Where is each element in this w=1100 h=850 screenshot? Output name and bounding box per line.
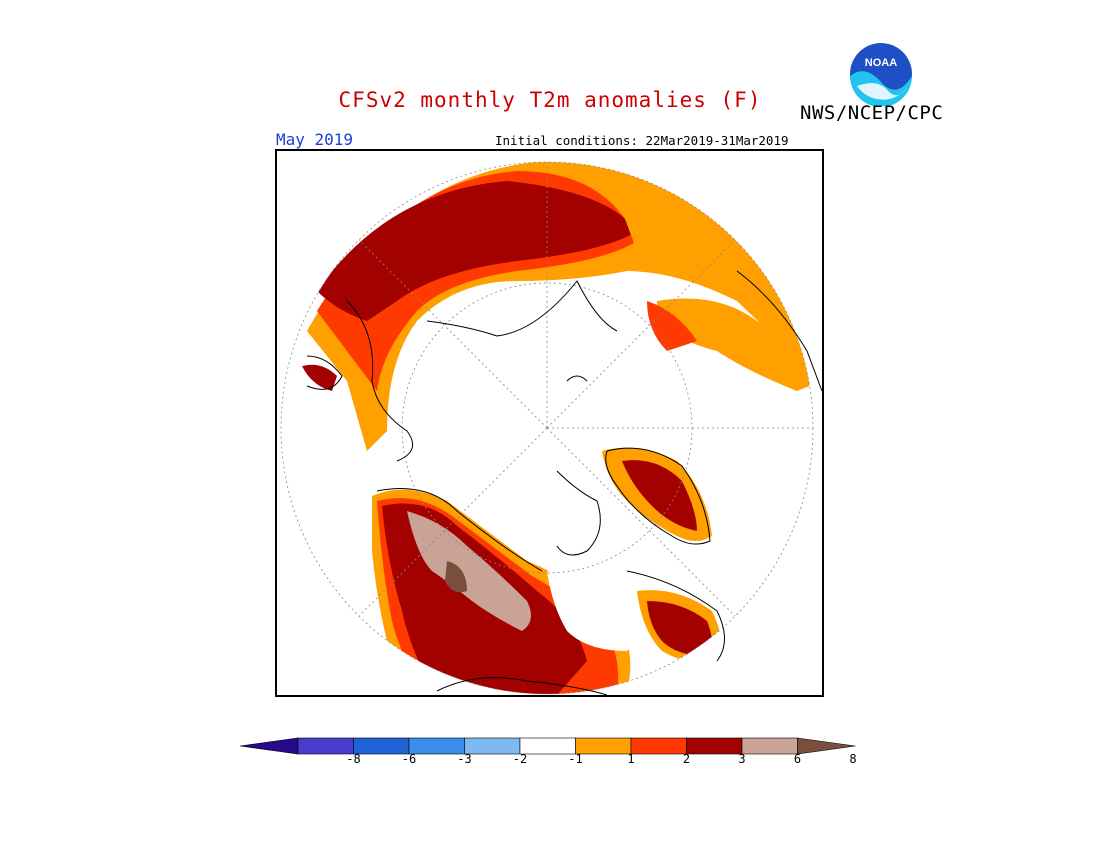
legend-tick-label: 3 <box>738 752 746 766</box>
coastlines <box>306 270 822 695</box>
map-title: CFSv2 monthly T2m anomalies (F) <box>338 88 762 112</box>
legend-tick-label: 6 <box>793 752 802 766</box>
legend-tick-label: -3 <box>457 752 472 766</box>
color-legend <box>240 737 856 755</box>
agency-label: NWS/NCEP/CPC <box>800 102 944 124</box>
legend-box <box>408 737 465 755</box>
legend-tick-label: -6 <box>401 752 417 766</box>
legend-box <box>464 737 521 755</box>
legend-box <box>353 737 410 755</box>
legend-box <box>519 737 576 755</box>
legend-tick-label: -1 <box>568 752 583 766</box>
logo-text: NOAA <box>865 57 897 69</box>
legend-arrow-low <box>240 737 299 755</box>
legend-box <box>297 737 354 755</box>
noaa-logo: NOAA <box>850 43 912 106</box>
legend-tick-label: -2 <box>512 752 528 766</box>
legend-box <box>741 737 798 755</box>
initial-conditions: Initial conditions: 22Mar2019-31Mar2019 <box>495 133 789 148</box>
valid-month: May 2019 <box>276 130 354 149</box>
anomaly-field <box>302 162 813 694</box>
legend-tick-label: 1 <box>627 752 635 766</box>
legend-box <box>575 737 632 755</box>
polar-map <box>280 161 822 695</box>
map-frame <box>275 149 824 697</box>
legend-tick-label: 8 <box>849 752 857 766</box>
legend-box <box>686 737 743 755</box>
legend-tick-label: -8 <box>346 752 361 766</box>
legend-tick-label: 2 <box>682 752 691 766</box>
legend-arrow-high <box>797 737 856 755</box>
legend-box <box>630 737 687 755</box>
